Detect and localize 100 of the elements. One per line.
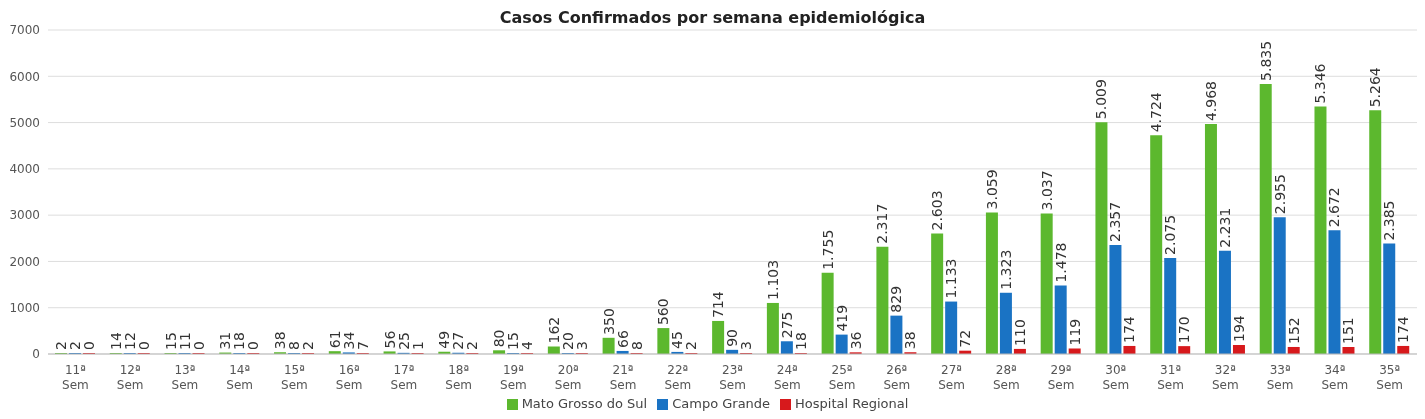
x-tick-label: 11ª Sem	[62, 363, 89, 392]
data-label: 2.603	[929, 190, 946, 231]
x-tick-label: 16ª Sem	[335, 363, 363, 392]
data-label: 3	[573, 341, 590, 350]
y-tick-label: 0	[32, 347, 40, 362]
x-tick-label: 28ª Sem	[992, 363, 1020, 392]
y-tick-label: 1000	[9, 300, 40, 315]
data-label: 14	[107, 332, 124, 350]
data-label: 12	[121, 332, 138, 350]
data-label: 8	[628, 341, 645, 350]
data-label: 275	[778, 311, 795, 339]
data-label: 36	[847, 331, 864, 350]
x-tick-label: 33ª Sem	[1266, 363, 1294, 392]
data-label: 2.317	[874, 203, 891, 244]
x-tick-label: 29ª Sem	[1047, 363, 1075, 392]
chart-title: Casos Confirmados por semana epidemiológica	[499, 8, 926, 27]
data-label: 5.346	[1312, 63, 1329, 104]
x-tick-label: 17ª Sem	[390, 363, 418, 392]
data-label: 2	[53, 341, 69, 350]
data-label: 174	[1395, 316, 1412, 343]
data-label: 49	[436, 330, 453, 349]
data-label: 3.037	[1038, 170, 1055, 211]
y-tick-label: 2000	[9, 254, 40, 269]
data-label: 350	[600, 308, 617, 335]
data-label: 714	[710, 291, 727, 318]
x-tick-label: 21ª Sem	[609, 363, 637, 392]
data-label: 3	[738, 341, 755, 350]
data-label: 90	[724, 329, 741, 347]
data-label: 2.075	[1162, 214, 1179, 255]
x-tick-label: 32ª Sem	[1211, 363, 1239, 392]
x-tick-label: 15ª Sem	[281, 363, 308, 392]
legend-label: Mato Grosso do Sul	[521, 396, 648, 411]
data-label: 119	[1066, 318, 1083, 346]
data-label: 66	[614, 330, 631, 348]
data-label: 152	[1285, 317, 1302, 344]
x-tick-label: 13ª Sem	[171, 363, 199, 392]
data-label: 18	[792, 332, 809, 350]
data-label: 2	[464, 341, 481, 350]
x-tick-label: 24ª Sem	[773, 363, 801, 392]
data-label: 2	[67, 341, 83, 350]
data-label: 5.835	[1257, 40, 1274, 81]
x-tick-label: 31ª Sem	[1157, 363, 1184, 392]
data-label: 20	[559, 332, 576, 350]
data-label: 170	[1176, 316, 1193, 344]
y-tick-label: 7000	[9, 23, 40, 38]
data-label: 2	[683, 341, 700, 350]
data-label: 5.009	[1093, 79, 1110, 120]
data-label: 38	[272, 331, 289, 350]
y-tick-label: 5000	[9, 115, 40, 130]
data-label: 560	[655, 298, 672, 326]
data-label: 110	[1011, 319, 1028, 346]
data-label: 162	[545, 316, 562, 344]
data-label: 0	[81, 341, 97, 350]
data-label: 1.103	[764, 259, 781, 300]
data-label: 11	[176, 332, 193, 350]
x-tick-label: 26ª Sem	[883, 363, 911, 392]
data-label: 4.968	[1202, 80, 1219, 122]
data-label: 2.672	[1326, 187, 1343, 228]
data-label: 4	[519, 341, 536, 350]
data-label: 151	[1340, 317, 1357, 345]
data-label: 15	[162, 332, 179, 350]
data-label: 15	[505, 332, 522, 350]
data-label: 72	[957, 329, 974, 348]
data-label: 4.724	[1148, 92, 1165, 133]
data-label: 194	[1230, 315, 1247, 343]
data-label: 38	[902, 331, 919, 350]
data-label: 31	[217, 331, 234, 350]
y-tick-label: 4000	[9, 162, 40, 177]
data-label: 34	[340, 331, 357, 350]
data-label: 1.478	[1052, 242, 1069, 283]
x-tick-label: 35ª Sem	[1376, 363, 1403, 392]
x-tick-label: 27ª Sem	[938, 363, 965, 392]
data-label: 0	[190, 341, 207, 350]
data-label: 27	[450, 331, 467, 350]
data-label: 56	[381, 330, 398, 349]
x-tick-label: 19ª Sem	[500, 363, 527, 392]
data-label: 1	[409, 341, 426, 350]
x-tick-label: 23ª Sem	[719, 363, 746, 392]
data-label: 7	[354, 341, 371, 350]
data-label: 3.059	[983, 169, 1000, 210]
data-label: 2.955	[1271, 174, 1288, 215]
data-label: 61	[326, 330, 343, 349]
x-tick-label: 30ª Sem	[1102, 363, 1130, 392]
data-label: 419	[833, 304, 850, 332]
x-tick-label: 25ª Sem	[828, 363, 856, 392]
data-label: 174	[1121, 316, 1138, 343]
data-label: 829	[888, 285, 905, 313]
x-tick-label: 18ª Sem	[445, 363, 473, 392]
data-label: 5.264	[1367, 67, 1384, 108]
x-tick-label: 22ª Sem	[664, 363, 692, 392]
data-label: 2	[300, 341, 317, 350]
data-label: 18	[231, 332, 248, 350]
data-label: 1.133	[943, 258, 960, 299]
data-label: 2.357	[1107, 201, 1124, 242]
x-tick-label: 34ª Sem	[1321, 363, 1349, 392]
legend-label: Hospital Regional	[795, 396, 909, 411]
data-label: 8	[286, 341, 303, 350]
data-label: 0	[135, 341, 152, 350]
x-tick-label: 20ª Sem	[554, 363, 582, 392]
data-label: 1.755	[819, 229, 836, 270]
